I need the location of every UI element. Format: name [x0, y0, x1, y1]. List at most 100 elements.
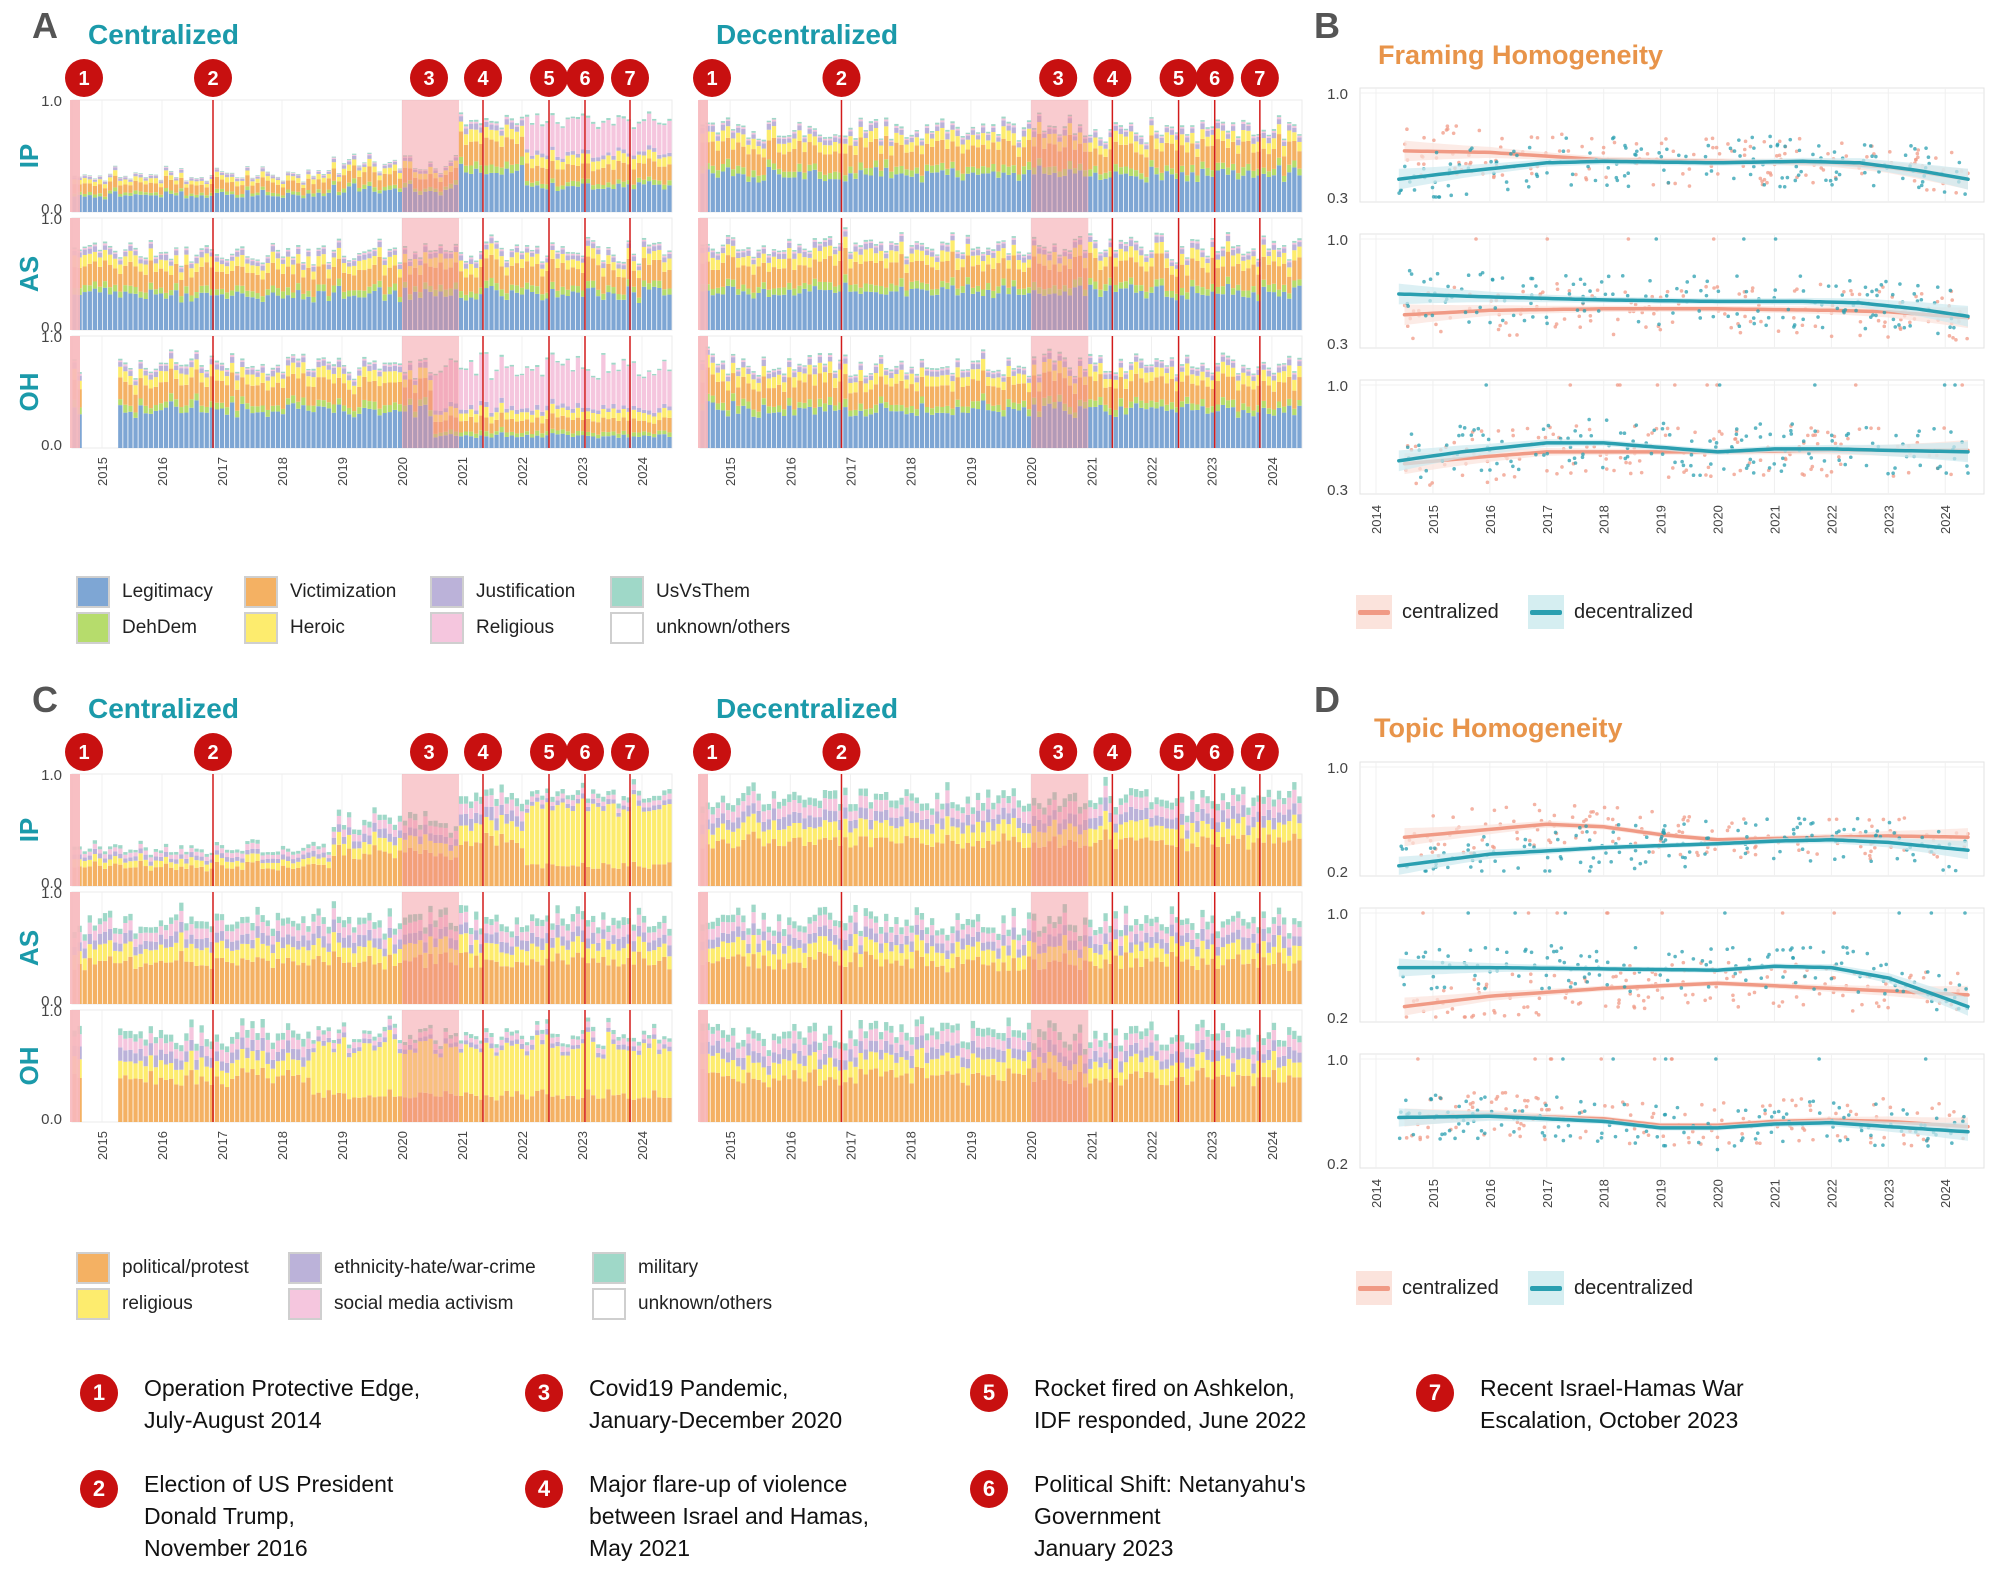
bar-segment-justification: [230, 174, 235, 177]
bar-segment-legitimacy: [1128, 175, 1134, 212]
bar-segment-justification: [260, 265, 265, 271]
bar-segment-dehdem: [174, 283, 179, 291]
bar-segment-justification: [1088, 236, 1093, 242]
bar-segment-dehdem: [1098, 289, 1103, 297]
bar-segment-religious: [782, 137, 787, 139]
highlight-covid: [1031, 100, 1089, 212]
bar-segment-dehdem: [710, 395, 715, 403]
bar-segment-heroic: [514, 252, 520, 264]
bar-segment-usvsthem: [346, 371, 352, 374]
bar-segment-justification: [143, 178, 148, 181]
bar-segment-justification: [184, 250, 189, 255]
bar-segment-legitimacy: [341, 192, 347, 212]
bar-segment-victimization: [1042, 265, 1047, 290]
bar-segment-justification: [82, 249, 87, 255]
bar-segment-justification: [1246, 371, 1251, 376]
bar-segment-heroic: [1098, 145, 1103, 155]
bar-segment-heroic: [848, 258, 853, 269]
bar-segment-victimization: [179, 385, 184, 408]
bar-segment-legitimacy: [929, 295, 935, 330]
bar-segment-usvsthem: [1072, 375, 1078, 378]
bar-segment-justification: [113, 167, 118, 171]
bar-segment-legitimacy: [863, 416, 868, 448]
bar-segment-victimization: [321, 182, 326, 194]
bar-segment-victimization: [1026, 140, 1032, 162]
bar-segment-religious: [776, 137, 782, 139]
bar-segment-heroic: [87, 179, 92, 184]
bar-segment-justification: [346, 161, 352, 165]
bar-segment-victimization: [519, 136, 525, 157]
bar-segment-heroic: [367, 158, 372, 167]
bar-segment-heroic: [143, 375, 148, 386]
bar-segment-dehdem: [204, 406, 209, 413]
bar-segment-justification: [296, 362, 301, 368]
bar-segment-heroic: [102, 184, 108, 189]
bar-segment-heroic: [336, 367, 342, 378]
bar-segment-legitimacy: [240, 197, 245, 212]
bar-segment-victimization: [1001, 138, 1006, 165]
bar-segment-usvsthem: [986, 369, 991, 371]
bar-segment-usvsthem: [514, 374, 520, 377]
bar-segment-heroic: [1098, 363, 1103, 375]
bar-segment-dehdem: [301, 195, 306, 199]
bar-segment-justification: [986, 250, 991, 256]
bar-segment-heroic: [894, 374, 899, 384]
highlight-event-1: [70, 100, 80, 212]
bar-segment-legitimacy: [163, 298, 169, 330]
bar-segment-victimization: [889, 155, 894, 172]
bar-segment-religious: [331, 157, 337, 159]
bar-segment-legitimacy: [443, 435, 448, 448]
bar-segment-usvsthem: [407, 258, 413, 261]
bar-segment-usvsthem: [736, 367, 741, 370]
bar-segment-victimization: [428, 266, 433, 286]
bar-segment-usvsthem: [1062, 126, 1067, 129]
bar-segment-justification: [710, 252, 715, 258]
bar-segment-justification: [484, 401, 489, 407]
bar-segment-usvsthem: [986, 131, 991, 134]
bar-segment-legitimacy: [1230, 170, 1236, 212]
bar-segment-religious: [214, 168, 220, 170]
bar-segment-legitimacy: [741, 174, 746, 212]
bar-segment-dehdem: [1016, 174, 1022, 181]
bar-segment-religious: [316, 249, 321, 251]
bar-segment-legitimacy: [873, 412, 879, 448]
bar-segment-religious: [741, 250, 746, 253]
bar-segment-usvsthem: [1251, 248, 1256, 250]
bar-segment-religious: [285, 249, 291, 252]
bar-segment-justification: [413, 380, 418, 385]
bar-segment-usvsthem: [1292, 124, 1297, 126]
bar-segment-victimization: [209, 376, 214, 402]
bar-segment-justification: [1037, 248, 1042, 254]
bar-segment-justification: [158, 255, 164, 260]
bar-segment-justification: [504, 262, 509, 268]
bar-segment-legitimacy: [179, 302, 184, 330]
bar-segment-religious: [87, 176, 92, 177]
bar-segment-religious: [204, 247, 209, 249]
bar-segment-legitimacy: [402, 187, 408, 212]
bar-segment-dehdem: [174, 192, 179, 196]
bar-segment-usvsthem: [919, 242, 925, 245]
bar-segment-legitimacy: [291, 194, 296, 212]
bar-segment-usvsthem: [715, 363, 721, 366]
bar-segment-dehdem: [265, 289, 270, 296]
bar-segment-usvsthem: [1123, 242, 1129, 244]
bar-segment-justification: [924, 250, 930, 256]
bar-segment-justification: [1149, 253, 1154, 258]
bar-segment-legitimacy: [585, 183, 591, 212]
bar-segment-heroic: [285, 365, 291, 377]
bar-segment-heroic: [275, 180, 281, 185]
bar-segment-heroic: [270, 251, 275, 263]
bar-segment-religious: [148, 241, 153, 244]
bar-segment-heroic: [331, 373, 337, 384]
bar-segment-legitimacy: [1287, 172, 1292, 212]
bar-segment-victimization: [443, 174, 448, 187]
bar-segment-justification: [1179, 128, 1185, 135]
bar-segment-religious: [235, 373, 240, 376]
bar-segment-heroic: [1297, 246, 1302, 258]
bar-segment-religious: [128, 244, 133, 247]
bar-segment-usvsthem: [1052, 125, 1057, 128]
bar-segment-usvsthem: [802, 365, 807, 367]
bar-segment-heroic: [1179, 134, 1185, 146]
bar-segment-dehdem: [387, 405, 392, 413]
bar-segment-victimization: [1149, 380, 1154, 401]
